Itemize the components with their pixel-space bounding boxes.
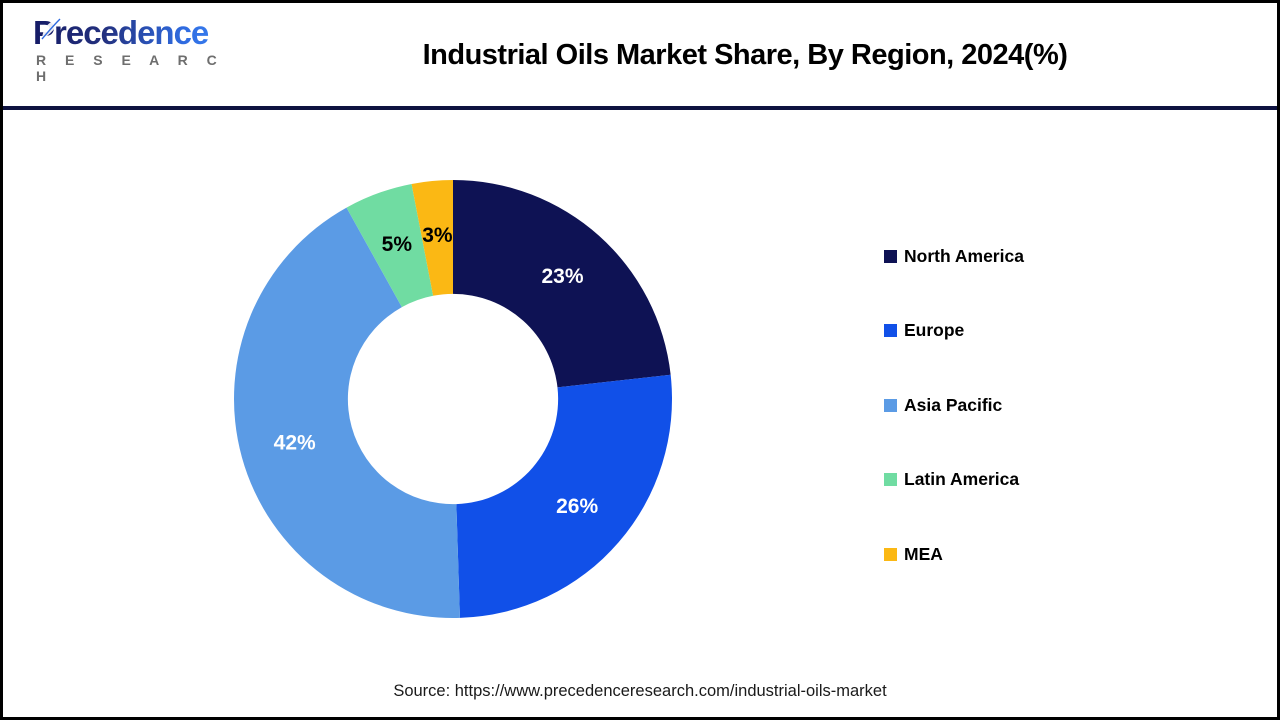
legend-swatch-asia-pacific xyxy=(884,398,897,412)
legend-label: North America xyxy=(904,245,1024,266)
slice-label-mea: 3% xyxy=(422,224,453,247)
brand-logo: Precedence R E S E A R C H xyxy=(33,14,233,85)
legend-label: Latin America xyxy=(904,469,1020,489)
source-line: Source: https://www.precedenceresearch.c… xyxy=(3,682,1277,701)
brand-logo-subtext: R E S E A R C H xyxy=(36,52,225,85)
chart-title: Industrial Oils Market Share, By Region,… xyxy=(422,39,1068,71)
pie-slice-latin-america[interactable] xyxy=(346,183,434,308)
pie-slice-mea[interactable] xyxy=(411,180,453,296)
legend-item-asia-pacific[interactable]: Asia Pacific xyxy=(884,392,1024,418)
legend-label: Asia Pacific xyxy=(904,394,1003,415)
chart-legend: North America Europe Asia Pacific Latin Ame… xyxy=(884,243,1024,567)
legend-item-europe[interactable]: Europe xyxy=(884,318,1024,344)
pie-slice-europe[interactable] xyxy=(456,374,672,618)
legend-item-mea[interactable]: MEA xyxy=(884,541,1024,567)
legend-label: Europe xyxy=(904,320,965,340)
legend-swatch-north-america xyxy=(884,249,897,263)
legend-swatch-europe xyxy=(884,324,897,337)
pie-slice-asia-pacific[interactable] xyxy=(234,207,460,618)
legend-item-latin-america[interactable]: Latin America xyxy=(884,467,1024,493)
slice-label-north-america: 23% xyxy=(542,265,584,288)
slice-label-asia-pacific: 42% xyxy=(274,431,316,454)
legend-swatch-latin-america xyxy=(884,473,897,486)
header: Precedence R E S E A R C H Industrial Oi… xyxy=(3,3,1277,106)
slice-label-latin-america: 5% xyxy=(382,233,413,256)
legend-label: MEA xyxy=(904,543,943,564)
slice-label-europe: 26% xyxy=(556,495,598,518)
legend-item-north-america[interactable]: North America xyxy=(884,243,1024,269)
header-divider xyxy=(3,106,1277,110)
legend-swatch-mea xyxy=(884,547,897,561)
brand-logo-text: Precedence xyxy=(33,14,233,51)
pie-slice-north-america[interactable] xyxy=(453,180,671,388)
donut-chart: 23% 26% 42% 5% 3% xyxy=(234,180,672,618)
source-url[interactable]: Source: https://www.precedenceresearch.c… xyxy=(393,682,887,700)
